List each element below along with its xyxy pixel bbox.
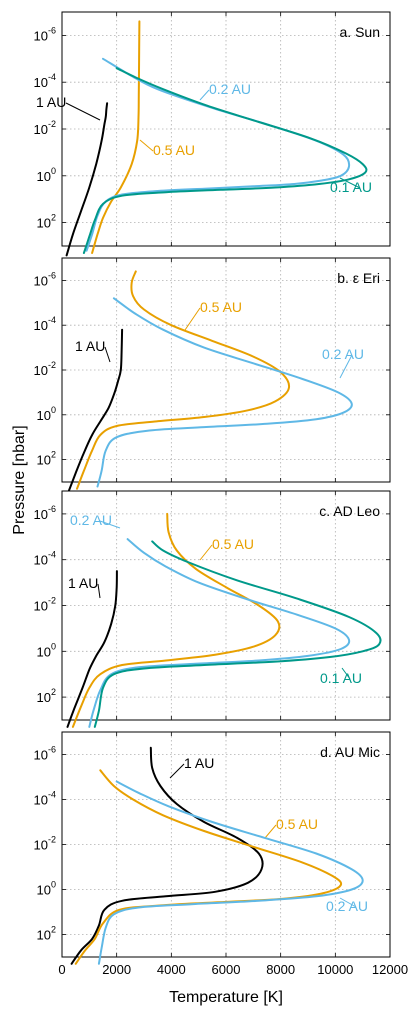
series-label-leader: [169, 763, 185, 779]
series-line: [82, 67, 368, 254]
panel-title: d. AU Mic: [320, 744, 380, 760]
series-label: 1 AU: [184, 755, 214, 771]
series-label-leader: [341, 667, 351, 680]
series-label: 0.5 AU: [153, 142, 195, 158]
series-line: [74, 769, 343, 965]
series-line: [97, 780, 364, 965]
y-axis-label: Pressure [nbar]: [11, 425, 28, 534]
series-line: [67, 328, 124, 492]
panels: 10-6 10-4 10-2 100 102 1 AU 0.5 AU 0.2 AU 0.1 AU…: [34, 11, 408, 977]
series-line: [66, 570, 118, 728]
series-label-leader: [339, 897, 357, 908]
series-line: [70, 746, 264, 965]
x-tick-label: 10000: [317, 962, 353, 977]
y-tick-label: 102: [37, 687, 56, 705]
series-line: [76, 270, 291, 490]
series-line: [71, 512, 281, 728]
series-label: 0.2 AU: [209, 81, 251, 97]
y-tick-label: 102: [37, 213, 56, 231]
x-axis-label: Temperature [K]: [169, 989, 283, 1006]
chart-panel: 10-6 10-4 10-2 100 102 1 AU 0.5 AU 0.2 AU b. ε E…: [34, 257, 391, 492]
y-tick-label: 10-6: [34, 25, 56, 43]
chart-panel: 10-6 10-4 10-2 100 102 1 AU 0.5 AU 0.2 AU 0.1 AU…: [34, 490, 391, 728]
series-label-leader: [264, 824, 277, 839]
series-label: 1 AU: [75, 338, 105, 354]
y-tick-label: 10-6: [34, 270, 56, 288]
series-label-leader: [97, 583, 101, 599]
chart-panel: 0 2000 4000 6000 8000 10000 12000 10-6 10-4 10-2 1…: [34, 731, 408, 977]
series-line: [96, 297, 353, 488]
series-label-leader: [65, 102, 101, 121]
x-tick-label: 0: [58, 962, 65, 977]
series-label: 0.1 AU: [320, 670, 362, 686]
y-tick-label: 10-2: [34, 360, 56, 378]
y-tick-label: 100: [37, 405, 56, 423]
panel-title: a. Sun: [340, 24, 380, 40]
x-tick-label: 8000: [266, 962, 295, 977]
panel-title: c. AD Leo: [319, 503, 380, 519]
series-line: [65, 102, 109, 257]
series-label: 0.1 AU: [330, 179, 372, 195]
y-tick-label: 100: [37, 166, 56, 184]
panel-title: b. ε Eri: [337, 270, 380, 286]
series-label: 0.2 AU: [70, 512, 112, 528]
series-label: 0.5 AU: [200, 299, 242, 315]
series-label: 1 AU: [36, 94, 66, 110]
series-label-leader: [104, 346, 111, 363]
series-label-leader: [339, 354, 353, 379]
series-label: 0.2 AU: [322, 346, 364, 362]
x-tick-label: 2000: [102, 962, 131, 977]
series-line: [91, 20, 141, 254]
y-tick-label: 100: [37, 880, 56, 898]
series-label-leader: [199, 89, 210, 101]
series-label-leader: [99, 520, 121, 529]
y-tick-label: 10-6: [34, 504, 56, 522]
series-label: 0.2 AU: [326, 898, 368, 914]
series-label-leader: [199, 544, 213, 561]
series-label-leader: [139, 139, 154, 152]
series-label: 1 AU: [68, 575, 98, 591]
y-tick-label: 10-4: [34, 72, 56, 90]
y-tick-label: 100: [37, 641, 56, 659]
series-label: 0.5 AU: [276, 816, 318, 832]
y-tick-label: 10-4: [34, 315, 56, 333]
y-tick-label: 10-4: [34, 790, 56, 808]
x-tick-label: 4000: [157, 962, 186, 977]
series-line: [88, 538, 351, 728]
series-label-leader: [184, 307, 201, 331]
y-tick-label: 10-2: [34, 835, 56, 853]
y-tick-label: 102: [37, 450, 56, 468]
y-tick-label: 10-4: [34, 550, 56, 568]
series-label: 0.5 AU: [212, 536, 254, 552]
y-tick-label: 10-2: [34, 596, 56, 614]
series-label-leader: [339, 177, 361, 189]
x-tick-label: 6000: [212, 962, 241, 977]
y-tick-label: 10-6: [34, 745, 56, 763]
y-tick-label: 102: [37, 925, 56, 943]
chart-panel: 10-6 10-4 10-2 100 102 1 AU 0.5 AU 0.2 AU 0.1 AU…: [34, 11, 391, 257]
x-tick-label: 12000: [372, 962, 408, 977]
series-line: [93, 540, 382, 728]
y-tick-label: 10-2: [34, 119, 56, 137]
